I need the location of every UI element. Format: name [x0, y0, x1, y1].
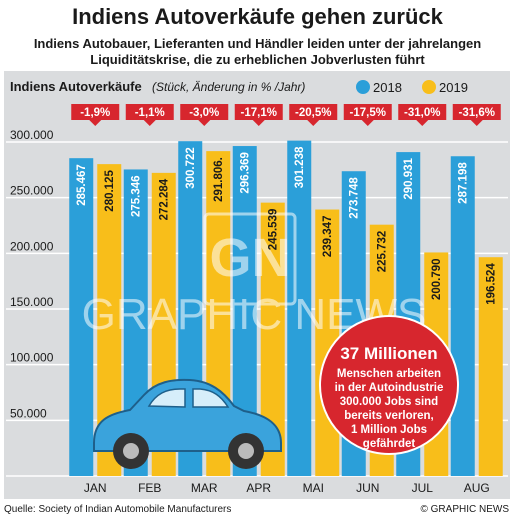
bar-value-label: 290.931: [403, 158, 415, 200]
car-illustration: [93, 378, 282, 469]
bar-2019: [478, 257, 503, 476]
callout-circle: [319, 315, 459, 455]
watermark-frame: [203, 212, 297, 306]
change-marker: [180, 104, 229, 126]
change-label: -17,1%: [241, 107, 277, 119]
y-tick-label: 50.000: [10, 406, 47, 420]
bar-value-label: 285.467: [76, 164, 88, 206]
car-hubcap-rear: [238, 443, 254, 459]
car-window-rear: [192, 388, 230, 408]
x-tick-label: JUN: [356, 481, 379, 495]
bar-value-label: 296.369: [240, 152, 252, 194]
x-tick-label: FEB: [138, 481, 161, 495]
bar-value-label: 239.347: [322, 216, 334, 258]
callout: 37 Millionen Menschen arbeiten in der Au…: [319, 315, 459, 455]
bar-value-label: 300.722: [185, 147, 197, 189]
watermark: GN GRAPHIC NEWS: [82, 212, 426, 339]
bar-value-label: 280.125: [104, 170, 116, 212]
bar-value-label: 273.748: [349, 177, 361, 219]
x-tick-labels: JAN FEB MAR APR MAI JUN JUL AUG: [84, 481, 490, 495]
bar-2018: [450, 156, 475, 476]
change-marker: [343, 104, 392, 126]
callout-line-2: in der Autoindustrie: [335, 382, 444, 394]
chart-title: Indiens Autoverkäufe: [10, 79, 142, 94]
change-marker: [398, 104, 447, 126]
change-label: -17,5%: [350, 107, 386, 119]
change-label: -20,5%: [295, 107, 331, 119]
change-marker: [452, 104, 501, 126]
car-window-front: [147, 388, 186, 408]
car-body: [93, 378, 282, 452]
y-tick-label: 150.000: [10, 295, 54, 309]
callout-headline: 37 Millionen: [340, 344, 437, 363]
x-tick-label: AUG: [464, 481, 490, 495]
bar-value-label: 200.790: [431, 258, 443, 300]
subtitle-line-2: Liquiditätskrise, die zu erheblichen Job…: [90, 52, 425, 67]
bar-2018: [287, 140, 312, 476]
chart-subtitle: (Stück, Änderung in % /Jahr): [152, 80, 305, 94]
legend-label-2018: 2018: [373, 80, 402, 95]
bar-value-label: 291.806.: [213, 157, 225, 202]
chart-panel: GN GRAPHIC NEWS 285.467 280.125 275.346 272…: [4, 71, 510, 499]
change-marker: [125, 104, 174, 126]
callout-line-6: gefährdet: [363, 438, 416, 450]
watermark-mark: GN: [210, 228, 291, 288]
car-hubcap-front: [123, 443, 139, 459]
y-tick-labels: 300.000 250.000 200.000 150.000 100.000 50.00…: [10, 128, 54, 420]
change-marker: [71, 104, 120, 126]
bar-value-label: 196.524: [486, 263, 498, 305]
x-tick-label: MAI: [303, 481, 324, 495]
y-tick-label: 300.000: [10, 128, 54, 142]
bar-value-label: 225.732: [377, 231, 389, 273]
bar-value-label: 301.238: [294, 146, 306, 188]
callout-line-1: Menschen arbeiten: [337, 368, 441, 380]
x-tick-label: MAR: [191, 481, 218, 495]
callout-line-3: 300.000 Jobs sind: [340, 396, 438, 408]
chart-svg: GN GRAPHIC NEWS 285.467 280.125 275.346 272…: [6, 79, 508, 495]
change-marker: [289, 104, 338, 126]
callout-line-5: 1 Million Jobs: [351, 424, 427, 436]
y-tick-label: 250.000: [10, 184, 54, 198]
change-label: -31,0%: [404, 107, 440, 119]
callout-line-4: bereits verloren,: [344, 410, 433, 422]
change-label: -1,9%: [80, 107, 110, 119]
y-tick-label: 200.000: [10, 239, 54, 253]
bar-2018: [69, 158, 94, 476]
value-labels: 285.467 280.125 275.346 272.284 300.722 291.8…: [76, 146, 498, 305]
x-tick-label: JAN: [84, 481, 107, 495]
legend-swatch-2018: [356, 80, 370, 94]
bar-value-label: 272.284: [159, 178, 171, 220]
legend-label-2019: 2019: [439, 80, 468, 95]
bar-value-label: 245.539: [268, 209, 280, 251]
x-tick-label: APR: [246, 481, 271, 495]
change-label: -1,1%: [135, 107, 165, 119]
legend-swatch-2019: [422, 80, 436, 94]
change-marker: [234, 104, 283, 126]
x-tick-label: JUL: [412, 481, 434, 495]
change-label: -3,0%: [189, 107, 219, 119]
bar-value-label: 287.198: [458, 162, 470, 204]
subtitle-line-1: Indiens Autobauer, Lieferanten und Händl…: [33, 36, 482, 51]
change-markers: -1,9% -1,1% -3,0% -17,1% -20,5% -17,5% -31,0% -…: [71, 104, 501, 126]
change-label: -31,6%: [459, 107, 495, 119]
credit-note: © GRAPHIC NEWS: [420, 504, 510, 515]
page-title: Indiens Autoverkäufe gehen zurück: [72, 4, 443, 29]
source-note: Quelle: Society of Indian Automobile Man…: [4, 504, 232, 515]
y-tick-label: 100.000: [10, 351, 54, 365]
bar-value-label: 275.346: [131, 175, 143, 217]
